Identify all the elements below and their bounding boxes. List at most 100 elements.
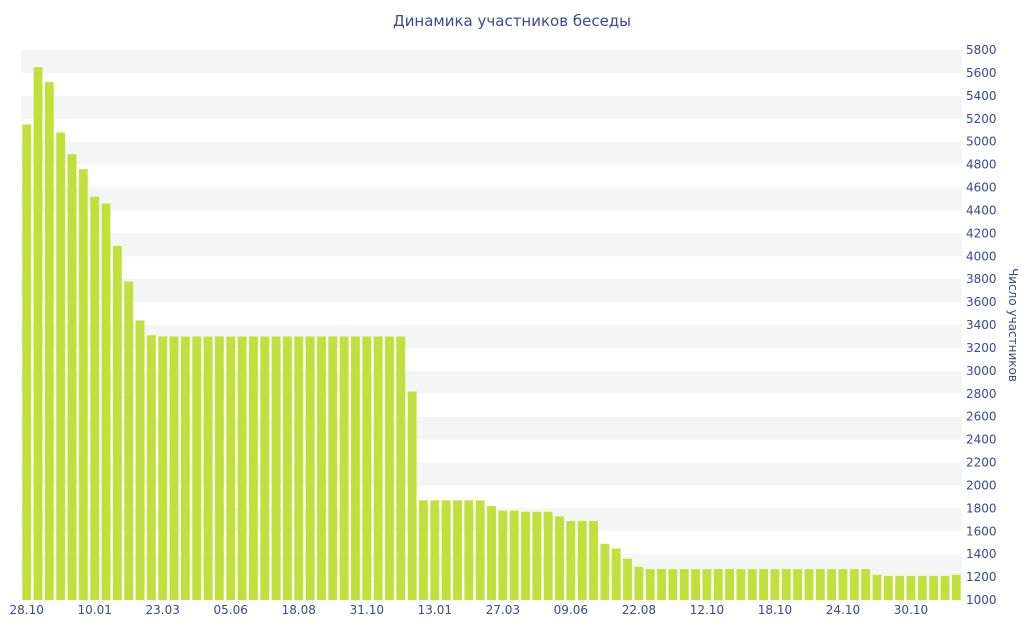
bar — [419, 500, 428, 600]
bar — [396, 336, 406, 600]
x-tick-label: 13.01 — [418, 603, 452, 617]
bar — [305, 336, 315, 600]
bar — [577, 520, 587, 600]
bar — [362, 336, 372, 600]
bar — [112, 245, 122, 600]
bar — [713, 569, 723, 600]
bar — [464, 500, 474, 600]
bar — [180, 336, 190, 600]
y-tick-label: 3800 — [966, 272, 997, 286]
bar — [56, 132, 66, 600]
bar — [78, 169, 88, 600]
bar — [929, 575, 939, 600]
x-tick-label: 22.08 — [622, 603, 656, 617]
bar — [453, 500, 462, 600]
bar — [509, 510, 519, 600]
bar — [283, 336, 292, 600]
bar — [226, 336, 236, 600]
bar — [589, 520, 598, 600]
bar — [815, 569, 825, 600]
grid-band — [21, 187, 962, 211]
bar — [237, 336, 247, 600]
y-tick-label: 1000 — [966, 593, 997, 607]
bars — [22, 67, 961, 601]
x-tick-label: 05.06 — [214, 603, 248, 617]
y-tick-label: 4200 — [966, 226, 997, 240]
y-tick-label: 3400 — [966, 318, 997, 332]
bar — [849, 569, 859, 600]
y-tick-label: 2400 — [966, 433, 997, 447]
y-tick-label: 4600 — [966, 181, 997, 195]
bar — [691, 569, 700, 600]
bar — [328, 336, 338, 600]
bar — [487, 506, 496, 600]
y-tick-label: 5200 — [966, 112, 997, 126]
y-tick-label: 4000 — [966, 249, 997, 263]
bar — [532, 511, 542, 600]
y-tick-label: 1800 — [966, 501, 997, 515]
bar — [90, 196, 100, 600]
bar — [872, 574, 882, 600]
y-axis-ticks: 1000 1200 1400 1600 1800 2000 2200 2400 2600 2800… — [966, 43, 997, 607]
bar — [101, 203, 111, 600]
y-tick-label: 1200 — [966, 570, 997, 584]
y-tick-label: 5400 — [966, 89, 997, 103]
x-axis-ticks: 28.10 10.01 23.03 05.06 18.08 31.10 13.01 27.03… — [9, 603, 928, 617]
grid-band — [21, 50, 962, 73]
bar — [521, 511, 530, 600]
bar — [679, 569, 689, 600]
grid-band — [21, 141, 962, 165]
bar — [441, 500, 451, 600]
bar — [124, 281, 134, 600]
x-tick-label: 31.10 — [350, 603, 384, 617]
bar — [475, 500, 485, 600]
bar — [214, 336, 224, 600]
bar — [883, 575, 893, 600]
bar — [498, 510, 508, 600]
y-tick-label: 2200 — [966, 456, 997, 470]
bar — [351, 336, 360, 600]
grid-band — [21, 279, 962, 303]
bar — [793, 569, 803, 600]
bar — [657, 569, 666, 600]
x-tick-label: 18.10 — [758, 603, 792, 617]
bar — [827, 569, 837, 600]
bar — [407, 391, 417, 600]
bar — [702, 569, 712, 600]
x-tick-label: 28.10 — [9, 603, 43, 617]
bar — [725, 569, 735, 600]
bar — [781, 569, 791, 600]
y-tick-label: 2600 — [966, 410, 997, 424]
bar — [260, 336, 270, 600]
bar — [22, 124, 32, 601]
bar — [373, 336, 383, 600]
bar — [634, 566, 644, 600]
bar — [623, 558, 632, 600]
y-tick-label: 3200 — [966, 341, 997, 355]
bar — [770, 569, 780, 600]
bar — [543, 511, 553, 600]
bar — [804, 569, 814, 600]
bar — [861, 569, 871, 600]
bar — [248, 336, 258, 600]
bar — [67, 154, 77, 601]
y-axis-title: Число участников — [1006, 268, 1020, 382]
bar — [158, 336, 168, 600]
x-tick-label: 10.01 — [78, 603, 112, 617]
y-tick-label: 1400 — [966, 547, 997, 561]
bar — [271, 336, 281, 600]
x-tick-label: 23.03 — [146, 603, 180, 617]
bar — [645, 569, 655, 600]
y-tick-label: 5600 — [966, 66, 997, 80]
x-tick-label: 24.10 — [826, 603, 860, 617]
bar — [566, 520, 576, 600]
x-tick-label: 09.06 — [554, 603, 588, 617]
bar — [668, 569, 678, 600]
y-tick-label: 3600 — [966, 295, 997, 309]
bar — [44, 82, 54, 601]
bar — [135, 320, 145, 600]
bar — [611, 548, 621, 600]
y-tick-label: 4800 — [966, 158, 997, 172]
bar — [838, 569, 848, 600]
